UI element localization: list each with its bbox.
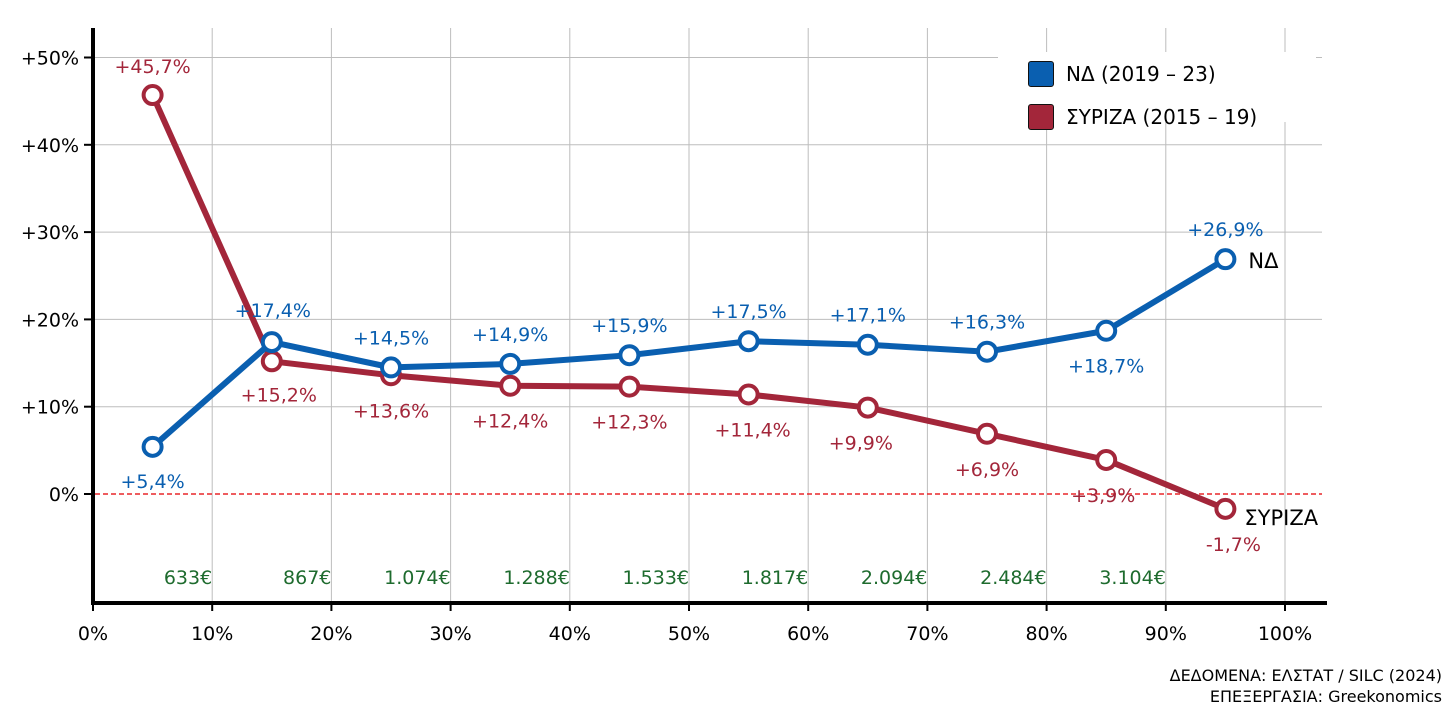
end-label-nd: ΝΔ (1248, 249, 1279, 273)
x-tick-label: 30% (429, 623, 471, 645)
data-label-nd: +17,4% (235, 300, 311, 322)
data-label-syriza: +11,4% (714, 419, 790, 441)
y-tick-label: +40% (21, 135, 79, 157)
data-label-nd: +17,1% (830, 305, 906, 327)
data-label-syriza: +13,6% (353, 400, 429, 422)
data-label-nd: +17,5% (710, 301, 786, 323)
point-marker-syriza (1095, 448, 1118, 471)
y-tick-label: +50% (21, 48, 79, 70)
legend-label-nd: ΝΔ (2019 – 23) (1066, 62, 1216, 86)
data-label-nd: +14,5% (353, 327, 429, 349)
point-marker-syriza (737, 383, 760, 406)
data-label-syriza: +15,2% (241, 384, 317, 406)
x-tick-label: 70% (906, 623, 948, 645)
data-label-nd: +5,4% (120, 471, 184, 493)
y-tick-label: 0% (49, 484, 79, 506)
legend-swatch-syriza (1028, 104, 1054, 130)
data-labels: +5,4% +17,4% +14,5% +14,9% +15,9% +17,5% +17,1… (114, 56, 1263, 556)
x-axis-ticks: 0% 10% 20% 30% 40% 50% 60% 70% 80% 90% 100% (78, 603, 1312, 645)
x-tick-label: 10% (191, 623, 233, 645)
x-tick-label: 80% (1025, 623, 1067, 645)
end-label-syriza: ΣΥΡΙΖΑ (1244, 506, 1318, 530)
y-tick-label: +30% (21, 222, 79, 244)
source-processing-line: ΕΠΕΞΕΡΓΑΣΙΑ: Greekonomics (1209, 687, 1442, 706)
data-label-syriza: +9,9% (829, 433, 893, 455)
legend-item-syriza: ΣΥΡΙΖΑ (2015 – 19) (1028, 104, 1257, 130)
point-marker-nd (1095, 319, 1118, 342)
grid-lines (93, 28, 1322, 603)
y-tick-label: +20% (21, 309, 79, 331)
data-label-nd: +14,9% (472, 324, 548, 346)
data-label-syriza: -1,7% (1206, 534, 1261, 556)
legend-item-nd: ΝΔ (2019 – 23) (1028, 61, 1216, 87)
threshold-label: 867€ (283, 567, 331, 589)
legend: ΝΔ (2019 – 23) ΣΥΡΙΖΑ (2015 – 19) (998, 52, 1316, 130)
point-marker-nd (1214, 248, 1237, 271)
series-lines (141, 84, 1237, 520)
income-thresholds: 633€ 867€ 1.074€ 1.288€ 1.533€ 1.817€ 2.094€ 2.… (164, 567, 1166, 589)
data-label-syriza: +12,4% (472, 411, 548, 433)
legend-label-syriza: ΣΥΡΙΖΑ (2015 – 19) (1066, 105, 1258, 129)
x-tick-label: 50% (668, 623, 710, 645)
point-marker-syriza (1214, 497, 1237, 520)
y-tick-label: +10% (21, 397, 79, 419)
series-line-syriza (149, 92, 1229, 512)
point-marker-nd (380, 356, 402, 379)
source-data-line: ΔΕΔΟΜΕΝΑ: ΕΛΣΤΑΤ / SILC (2024) (1169, 666, 1442, 685)
point-marker-nd (141, 435, 164, 458)
threshold-label: 2.484€ (980, 567, 1046, 589)
threshold-label: 1.533€ (623, 567, 689, 589)
data-label-syriza: +45,7% (114, 56, 190, 78)
point-marker-nd (737, 330, 760, 353)
legend-swatch-nd (1028, 61, 1054, 87)
data-label-nd: +16,3% (949, 312, 1025, 334)
x-tick-label: 40% (549, 623, 591, 645)
point-marker-nd (499, 352, 522, 375)
x-tick-label: 100% (1258, 623, 1312, 645)
point-marker-nd (976, 340, 998, 363)
x-tick-label: 0% (78, 623, 108, 645)
threshold-label: 1.074€ (384, 567, 450, 589)
source-note: ΔΕΔΟΜΕΝΑ: ΕΛΣΤΑΤ / SILC (2024) ΕΠΕΞΕΡΓΑΣ… (1170, 665, 1442, 707)
threshold-label: 1.288€ (503, 567, 569, 589)
point-marker-syriza (976, 422, 998, 445)
series-end-labels: ΝΔ ΣΥΡΙΖΑ (1244, 249, 1318, 530)
data-label-syriza: +6,9% (955, 459, 1019, 481)
y-axis-ticks: 0% +10% +20% +30% +40% +50% (21, 48, 93, 506)
threshold-label: 2.094€ (861, 567, 927, 589)
axes (91, 28, 1327, 605)
x-tick-label: 90% (1145, 623, 1187, 645)
threshold-label: 3.104€ (1099, 567, 1165, 589)
threshold-label: 1.817€ (742, 567, 808, 589)
series-line-nd (149, 256, 1229, 450)
point-marker-nd (856, 333, 879, 356)
x-tick-label: 60% (787, 623, 829, 645)
point-marker-syriza (856, 396, 879, 419)
point-marker-syriza (618, 375, 641, 398)
data-label-nd: +18,7% (1068, 356, 1144, 378)
data-label-syriza: +3,9% (1071, 485, 1135, 507)
threshold-label: 633€ (164, 567, 212, 589)
data-label-nd: +15,9% (591, 315, 667, 337)
point-marker-nd (260, 331, 283, 354)
data-label-syriza: +12,3% (591, 412, 667, 434)
data-label-nd: +26,9% (1187, 219, 1263, 241)
point-marker-syriza (141, 84, 164, 107)
x-tick-label: 20% (310, 623, 352, 645)
point-marker-nd (618, 344, 641, 367)
point-marker-syriza (499, 374, 522, 397)
point-marker-syriza (260, 350, 283, 373)
